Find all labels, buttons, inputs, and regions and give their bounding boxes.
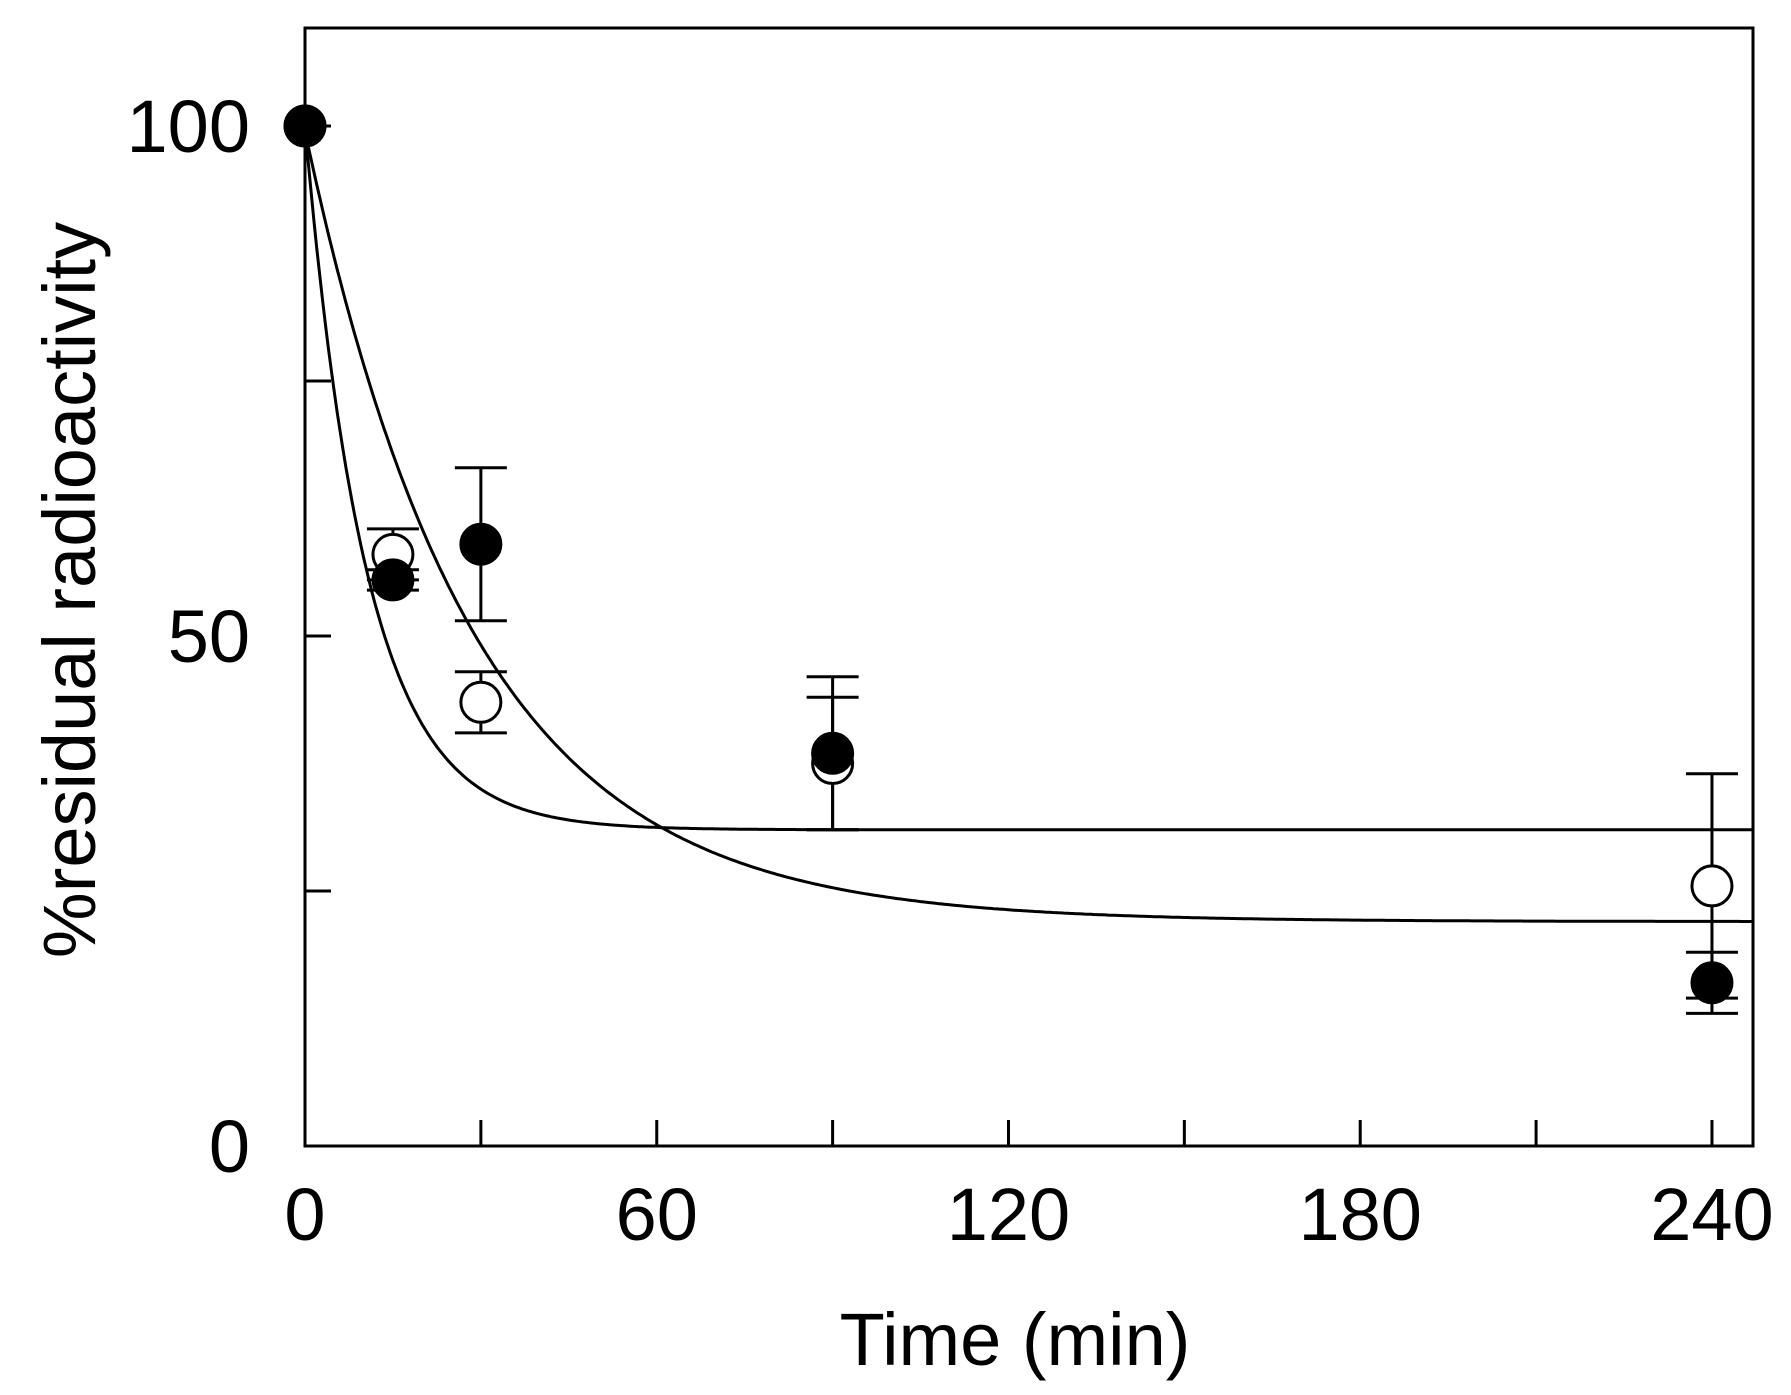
data-points xyxy=(283,104,1734,1005)
fit-curve xyxy=(303,125,1753,832)
y-tick-label: 100 xyxy=(127,85,250,168)
plot-frame xyxy=(303,26,1755,1148)
filled-circle-point xyxy=(371,558,415,602)
filled-circle-point xyxy=(811,731,855,775)
axis-ticks xyxy=(303,124,1714,1148)
open-circle-point xyxy=(459,680,503,724)
fit-curves xyxy=(303,125,1753,923)
filled-circle-point xyxy=(459,522,503,566)
x-tick-label: 240 xyxy=(1650,1173,1773,1256)
x-axis-label: Time (min) xyxy=(840,1298,1191,1381)
x-tick-labels: 0 60 120 180 240 xyxy=(284,1173,1773,1256)
y-tick-label: 50 xyxy=(168,595,250,678)
open-circle-point xyxy=(1690,864,1734,908)
x-tick-label: 120 xyxy=(947,1173,1070,1256)
x-tick-label: 180 xyxy=(1298,1173,1421,1256)
y-axis-label: %residual radioactivity xyxy=(28,222,111,958)
filled-circle-point xyxy=(1690,961,1734,1005)
x-tick-label: 0 xyxy=(284,1173,325,1256)
y-tick-label: 0 xyxy=(209,1105,250,1188)
fit-curve xyxy=(303,130,1753,923)
x-tick-label: 60 xyxy=(616,1173,698,1256)
y-tick-labels: 0 50 100 xyxy=(127,85,250,1188)
error-bars xyxy=(366,466,1738,1015)
